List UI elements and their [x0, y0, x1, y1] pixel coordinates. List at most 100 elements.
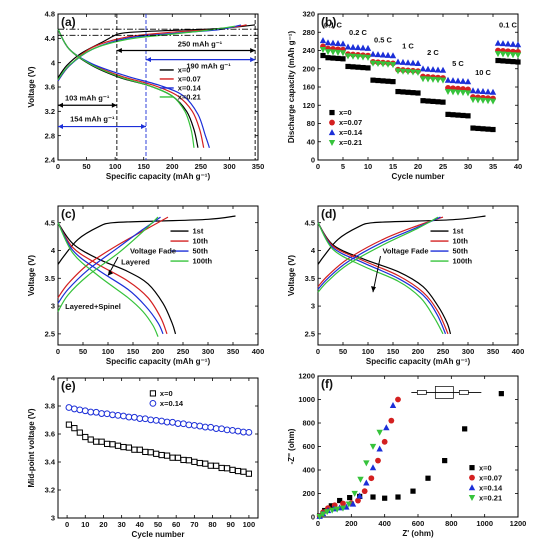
- point-x=0.21: [509, 52, 517, 59]
- point-x=0: [174, 454, 182, 461]
- x-tick-label: 50: [339, 347, 347, 356]
- point-x=0: [382, 495, 388, 501]
- point-x=0.14: [344, 43, 352, 50]
- point-x=0.14: [109, 411, 116, 419]
- x-axis-label: Cycle number: [392, 172, 445, 181]
- series-10th-discharge: [57, 222, 168, 335]
- point-x=0: [365, 65, 371, 71]
- point-x=0: [445, 111, 451, 117]
- legend-marker: [328, 129, 336, 136]
- point-x=0.14: [319, 37, 327, 44]
- point-x=0.14: [212, 425, 220, 432]
- equivalent-circuit: [411, 386, 482, 399]
- x-tick-label: 800: [445, 519, 458, 528]
- y-tick-label: 3.5: [45, 274, 55, 283]
- x-tick-label: 0: [56, 347, 60, 356]
- legend-label: x=0.21: [178, 93, 201, 102]
- y-tick-label: 3.2: [45, 486, 55, 495]
- point-x=0.21: [374, 61, 382, 68]
- x-tick-label: 5: [341, 162, 345, 171]
- point-x=0.14: [484, 88, 492, 95]
- x-tick-label: 100: [102, 347, 115, 356]
- annotation: 190 mAh g⁻¹: [186, 62, 231, 71]
- point-x=0: [202, 460, 209, 467]
- point-x=0.14: [389, 52, 397, 59]
- point-x=0.21: [469, 97, 477, 104]
- point-x=0.21: [404, 69, 412, 76]
- legend-marker: [468, 484, 476, 491]
- x-tick-label: 250: [177, 347, 190, 356]
- point-x=0.14: [409, 59, 417, 66]
- point-x=0.14: [207, 423, 215, 431]
- x-axis-label: Specific capacity (mAh g⁻¹): [106, 172, 211, 181]
- point-x=0: [505, 58, 511, 64]
- rate-label: 0.2 C: [349, 28, 368, 37]
- point-x=0.21: [345, 501, 353, 508]
- point-x=0.14: [169, 418, 176, 426]
- point-x=0: [350, 64, 356, 70]
- y-tick-label: 120: [302, 101, 315, 110]
- point-x=0.14: [81, 407, 89, 415]
- arrow-250-head: [116, 48, 122, 53]
- point-x=0.21: [399, 68, 407, 75]
- point-x=0: [410, 90, 416, 96]
- point-x=0.21: [444, 88, 452, 95]
- x-tick-label: 25: [439, 162, 447, 171]
- y-tick-label: 2.5: [45, 329, 55, 338]
- panel-a-axes: 0 50 100 150 200 250 300 350 2.4 2.8 3.2 3.6 4 4.4 4.8…: [27, 10, 264, 181]
- arrow-103-head: [58, 102, 63, 108]
- point-x=0: [125, 444, 133, 451]
- panel-label: (e): [61, 379, 76, 393]
- legend-label: 50th: [193, 247, 209, 256]
- x-tick-label: 100: [362, 347, 375, 356]
- y-tick-label: 2.4: [45, 156, 56, 165]
- point-x=0: [335, 55, 341, 62]
- y-tick-label: 3.6: [45, 83, 55, 92]
- point-x=0: [142, 448, 149, 456]
- y-tick-label: 2.8: [45, 131, 55, 140]
- annotation: 103 mAh g⁻¹: [65, 93, 110, 102]
- point-x=0: [120, 443, 127, 451]
- point-x=0: [340, 56, 346, 62]
- point-x=0.14: [324, 39, 332, 46]
- point-x=0.14: [180, 420, 187, 428]
- point-x=0.21: [429, 76, 437, 83]
- y-tick-label: 4: [51, 58, 56, 67]
- point-x=0.14: [419, 65, 427, 72]
- point-x=0.14: [414, 59, 422, 66]
- series-10th-charge: [317, 216, 444, 288]
- rate-label: 2 C: [427, 48, 439, 57]
- legend-marker: [329, 109, 335, 116]
- y-tick-label: 0: [311, 156, 315, 165]
- point-x=0: [465, 113, 471, 119]
- y-tick-label: 1200: [298, 372, 315, 381]
- point-x=0.14: [454, 77, 462, 84]
- point-x=0.14: [376, 445, 383, 452]
- y-tick-label: 800: [302, 419, 315, 428]
- x-axis-label: Specific capacity (mAh g⁻¹): [106, 357, 211, 366]
- point-x=0.14: [136, 415, 144, 422]
- point-x=0: [325, 55, 331, 61]
- point-x=0: [360, 64, 366, 71]
- point-x=0: [435, 99, 441, 105]
- point-x=0: [405, 89, 411, 95]
- x-tick-label: 10: [81, 520, 89, 529]
- point-x=0.21: [349, 53, 357, 60]
- legend-label: x=0.14: [339, 128, 363, 137]
- x-tick-label: 20: [414, 162, 422, 171]
- point-x=0.14: [185, 421, 193, 429]
- legend-label: x=0.07: [479, 473, 502, 482]
- rate-label: 1 C: [402, 42, 414, 51]
- x-tick-label: 150: [127, 347, 140, 356]
- x-tick-label: 350: [487, 347, 500, 356]
- point-x=0.14: [158, 417, 166, 425]
- x-tick-label: 60: [172, 520, 180, 529]
- point-x=0.14: [98, 410, 106, 417]
- rate-label: 0.5 C: [374, 35, 393, 44]
- series-x=0.21-discharge: [57, 28, 195, 148]
- arrow-190-head: [146, 57, 151, 63]
- point-x=0: [337, 497, 343, 504]
- x-tick-label: 50: [79, 347, 87, 356]
- point-x=0.14: [504, 40, 512, 47]
- point-x=0.14: [229, 426, 236, 434]
